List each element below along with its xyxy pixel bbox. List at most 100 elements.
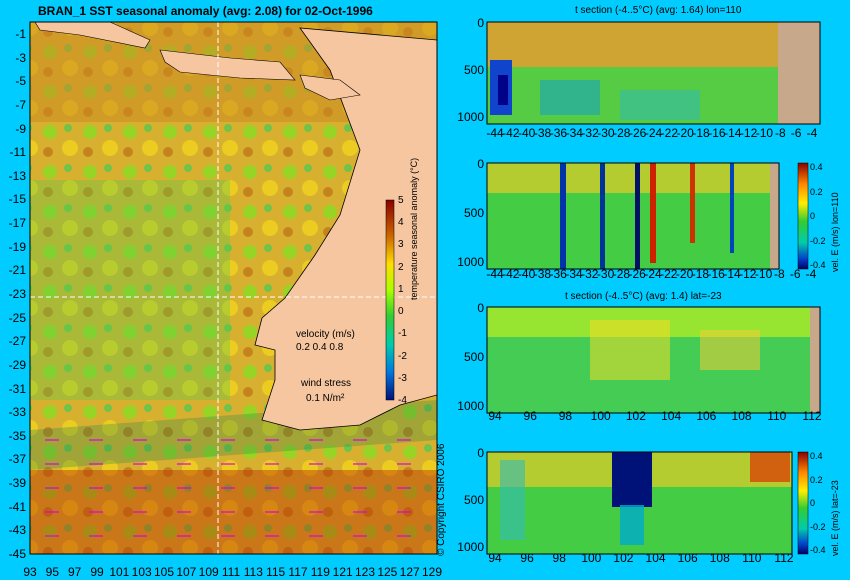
section4-x-tick: 110 (742, 551, 762, 565)
copyright: © Copyright CSIRO 2006 (436, 443, 447, 556)
main-x-tick: 127 (399, 565, 420, 579)
main-y-tick: -19 (8, 239, 26, 254)
section4-x-tick: 94 (488, 551, 502, 565)
section4-x-tick: 112 (774, 551, 794, 565)
main-x-tick: 99 (90, 565, 104, 579)
section2-x-tick: -32 (581, 267, 599, 281)
section2-x-tick: -30 (596, 267, 615, 281)
main-colorbar-tick: 2 (398, 261, 404, 273)
section2-x-tick: -16 (707, 267, 725, 281)
section2-x-tick: -24 (644, 267, 662, 281)
section3-x-tick: 108 (731, 409, 752, 423)
section1-panel (486, 21, 821, 125)
java-land (159, 49, 296, 81)
section4-x-tick: 108 (709, 551, 730, 565)
section1-x-tick: -44 (486, 126, 504, 140)
section1-x-tick: -42 (502, 126, 520, 140)
main-x-tick: 93 (23, 565, 37, 579)
main-y-tick: -27 (8, 334, 26, 349)
main-y-tick: -25 (8, 310, 26, 325)
section4-panel (486, 451, 809, 555)
section2-x-tick: -44 (486, 267, 504, 281)
main-y-tick: -31 (8, 381, 26, 396)
section1-y-tick: 1000 (457, 110, 484, 124)
section4-y-tick: 500 (463, 493, 484, 507)
main-y-tick: -43 (8, 523, 26, 538)
main-colorbar-tick: -1 (398, 328, 407, 340)
section2-colorbar-tick: 0.4 (810, 162, 823, 172)
section2-x-tick: -8 (774, 267, 785, 281)
vel-lat-colorbar-label: vel. E (m/s) lat=-23 (830, 480, 840, 556)
main-x-tick: 107 (176, 565, 197, 579)
main-x-tick: 115 (266, 565, 286, 579)
main-y-tick: -39 (8, 476, 26, 491)
main-title: BRAN_1 SST seasonal anomaly (avg: 2.08) … (38, 4, 373, 18)
main-y-tick: -29 (8, 357, 26, 372)
section1-x-tick: -6 (790, 126, 802, 140)
main-y-tick: -17 (8, 216, 26, 231)
section2-x-tick: -40 (517, 267, 536, 281)
main-y-tick: -45 (8, 547, 26, 561)
section4-colorbar-tick: 0 (810, 498, 816, 508)
section1-x-tick: -10 (755, 126, 774, 140)
section2-panel (486, 162, 809, 270)
section1-y-tick: 0 (477, 16, 484, 30)
section2-colorbar-tick: 0 (810, 211, 816, 221)
main-x-tick: 101 (109, 565, 130, 579)
section4-x-tick: 98 (552, 551, 566, 565)
main-x-tick: 123 (354, 565, 376, 579)
main-colorbar-tick: 3 (398, 239, 404, 251)
section3-y-tick: 1000 (457, 399, 484, 413)
section1-x-tick: -26 (628, 126, 647, 140)
main-colorbar-tick: 1 (398, 283, 404, 295)
main-y-tick: -7 (15, 97, 26, 112)
section3-x-tick: 102 (625, 409, 646, 423)
main-x-tick: 103 (131, 565, 152, 579)
section1-x-tick: -40 (518, 126, 536, 140)
section3-x-tick: 94 (488, 409, 502, 423)
main-colorbar-tick: -4 (398, 395, 407, 406)
section2-x-tick: -10 (754, 267, 773, 281)
section4-x-tick: 106 (677, 551, 698, 565)
main-y-tick: -41 (8, 499, 26, 514)
section4-x-tick: 100 (581, 551, 602, 565)
main-map (29, 21, 438, 555)
section2-x-tick: -28 (612, 267, 631, 281)
wind-legend-label: wind stress (301, 378, 352, 389)
vel-lon-colorbar-label: vel. E (m/s) lon=110 (830, 192, 840, 272)
main-colorbar (385, 199, 395, 401)
section2-x-tick: -42 (502, 267, 520, 281)
section3-x-tick: 112 (802, 409, 822, 423)
section2-y-tick: 1000 (457, 255, 484, 269)
section3-panel (486, 306, 821, 414)
section2-colorbar-tick: 0.2 (810, 186, 823, 197)
main-x-tick: 117 (288, 565, 308, 579)
main-y-tick: -1 (15, 27, 26, 41)
section1-x-tick: -14 (724, 126, 742, 140)
section1-x-tick: -12 (739, 126, 758, 140)
main-y-tick: -35 (8, 428, 26, 443)
main-colorbar-label: temperature seasonal anomaly (°C) (409, 157, 419, 300)
main-y-tick: -5 (15, 74, 26, 89)
section4-x-tick: 102 (613, 551, 634, 565)
section1-x-tick: -24 (644, 126, 663, 140)
section4-colorbar-tick: 0.4 (810, 451, 823, 461)
section4-colorbar-tick: -0.2 (810, 521, 826, 532)
section1-x-tick: -28 (613, 126, 631, 140)
main-x-tick: 97 (67, 565, 82, 579)
section1-title: t section (-4..5°C) (avg: 1.64) lon=110 (575, 5, 742, 16)
section3-x-tick: 110 (767, 409, 787, 423)
section1-x-tick: -20 (676, 126, 694, 140)
main-y-tick: -13 (8, 168, 26, 183)
section1-x-tick: -36 (549, 126, 568, 140)
main-y-tick: -15 (8, 192, 26, 207)
main-x-tick: 119 (310, 565, 330, 579)
section2-x-tick: -36 (549, 267, 567, 281)
section1-x-tick: -16 (708, 126, 726, 140)
section2-colorbar-tick: -0.4 (810, 260, 826, 270)
section4-colorbar-tick: 0.2 (810, 474, 823, 485)
section1-x-tick: -22 (660, 126, 679, 140)
main-y-tick: -21 (8, 263, 26, 278)
section3-title: t section (-4..5°C) (avg: 1.4) lat=-23 (565, 291, 722, 302)
